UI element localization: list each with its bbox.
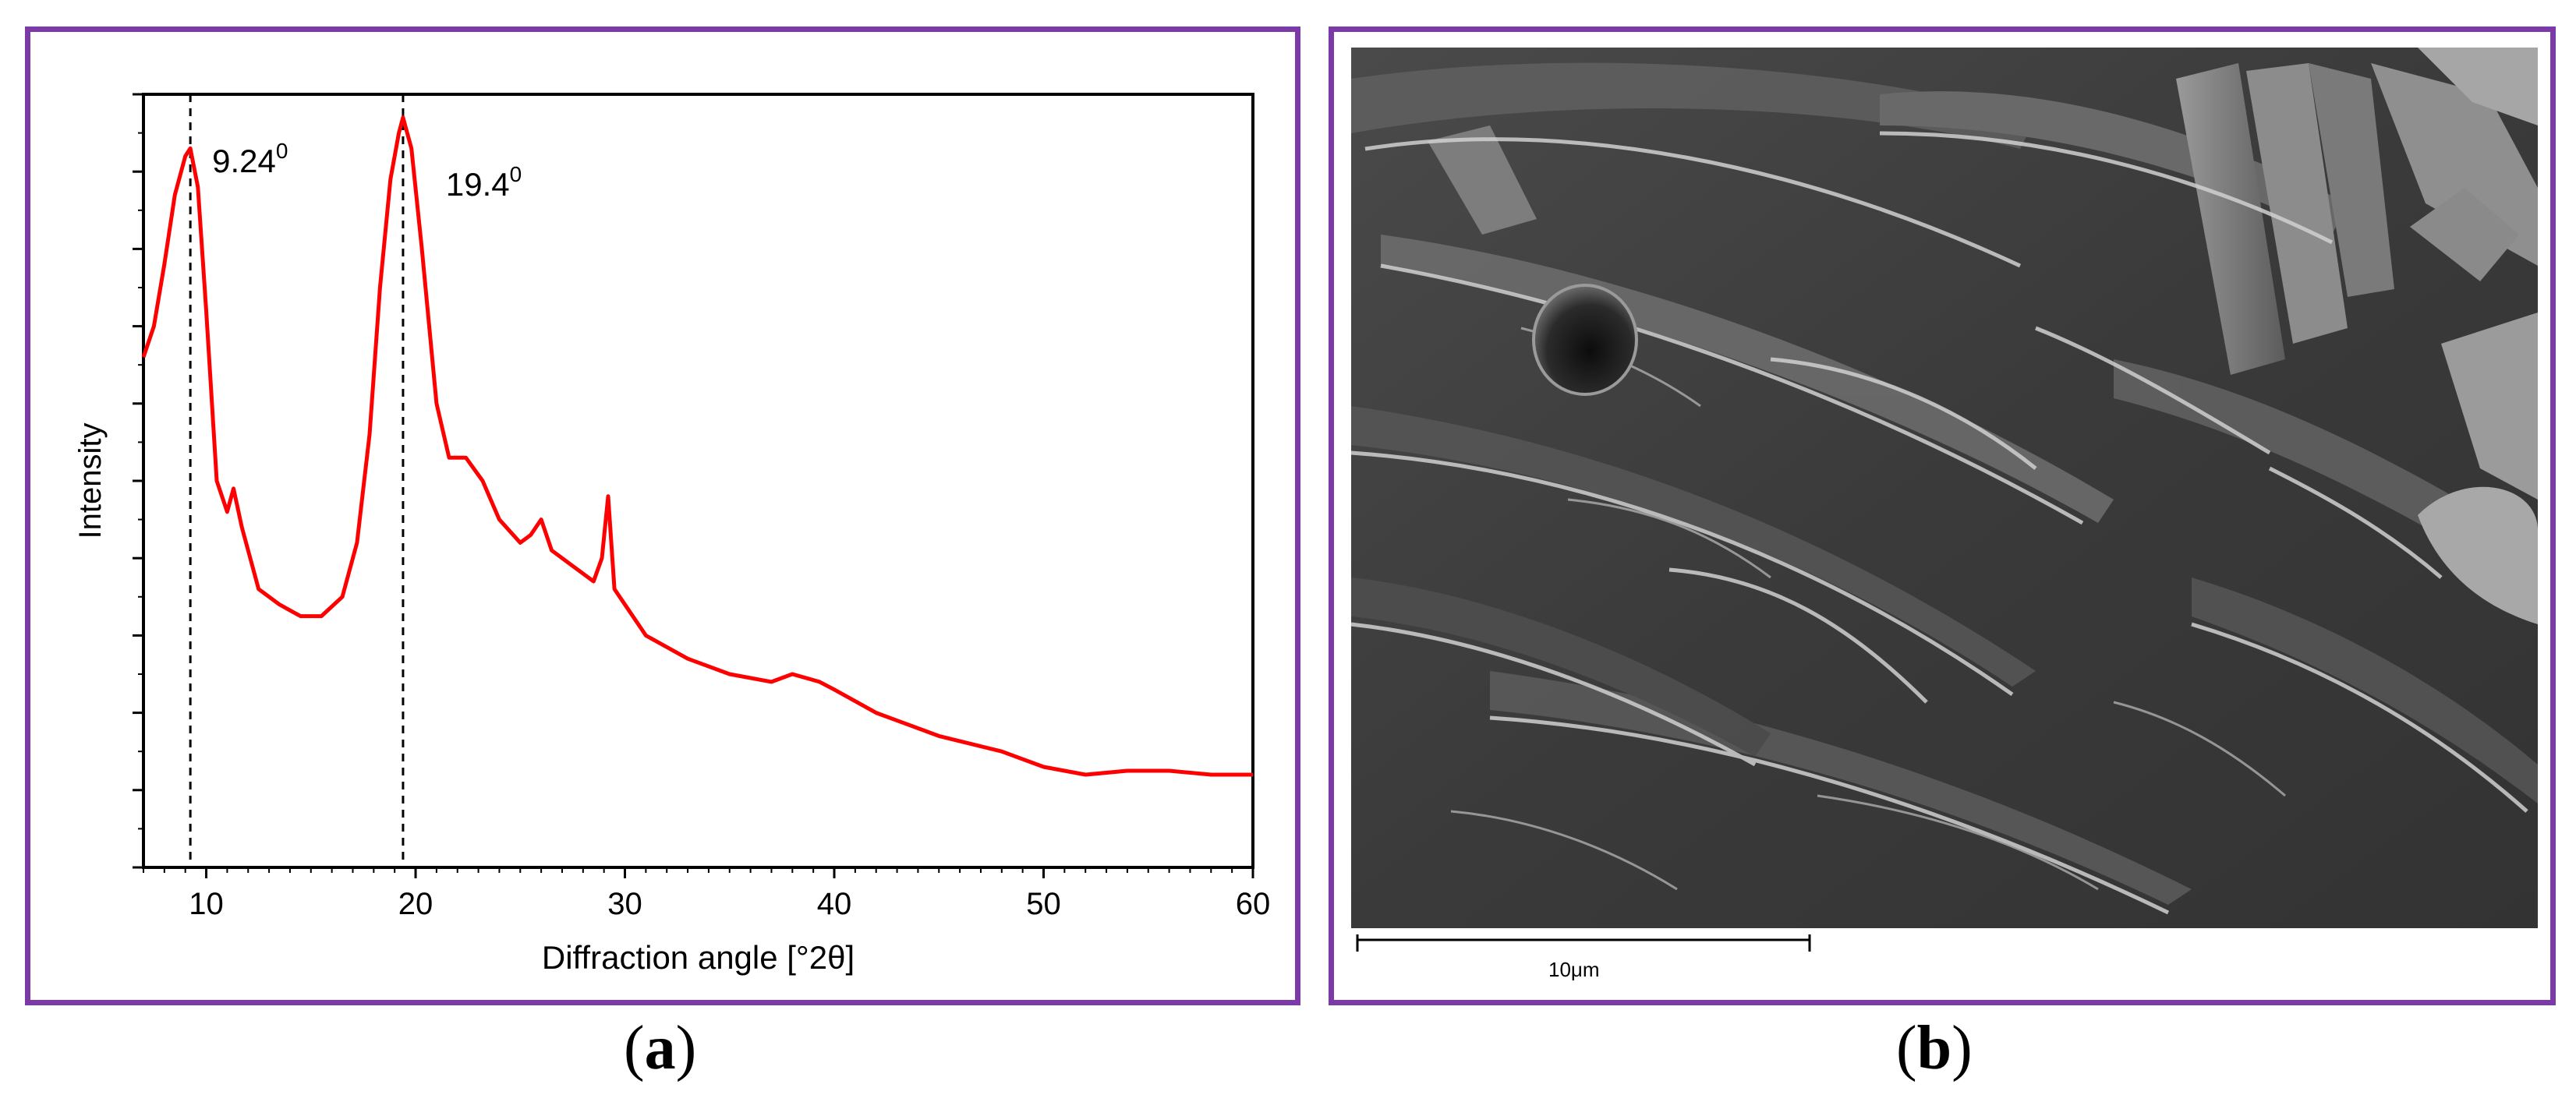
sem-scale-bar — [1356, 934, 1811, 952]
peak-label: 19.40 — [446, 162, 522, 203]
x-axis-label: Diffraction angle [°2θ] — [542, 939, 855, 976]
x-tick-label: 50 — [1026, 887, 1061, 921]
xrd-chart: 10 20 30 40 50 60 Diffraction angle [°2θ] Inten… — [73, 93, 1271, 976]
xrd-series-line — [141, 115, 1253, 777]
caption-b-open: ( — [1896, 1014, 1917, 1083]
caption-b-close: ) — [1951, 1014, 1973, 1083]
caption-a-letter: a — [644, 1014, 676, 1083]
caption-b: (b) — [1896, 1013, 1973, 1084]
sem-micrograph: 10μm — [1350, 48, 2538, 981]
caption-a: (a) — [624, 1013, 696, 1084]
x-tick-label: 40 — [817, 887, 852, 921]
y-axis-label: Intensity — [73, 423, 108, 539]
peak-label: 9.240 — [212, 139, 288, 179]
caption-b-letter: b — [1916, 1014, 1952, 1083]
x-tick-label: 60 — [1236, 887, 1271, 921]
xrd-panel: 10 20 30 40 50 60 Diffraction angle [°2θ] Inten… — [25, 26, 1300, 1005]
x-tick-label: 20 — [398, 887, 433, 921]
x-tick-label: 10 — [189, 887, 224, 921]
sem-scale-label: 10μm — [1548, 958, 1600, 981]
caption-a-open: ( — [624, 1014, 645, 1083]
caption-a-close: ) — [675, 1014, 697, 1083]
plot-frame — [142, 93, 1254, 869]
sem-panel: 10μm — [1329, 26, 2556, 1005]
x-tick-label: 30 — [607, 887, 642, 921]
sem-image — [1350, 48, 2538, 928]
